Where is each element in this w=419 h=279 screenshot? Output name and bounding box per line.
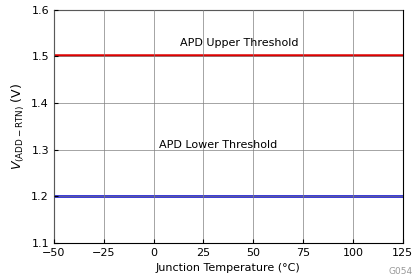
Text: APD Lower Threshold: APD Lower Threshold [159,140,277,150]
Y-axis label: $V_{\mathregular{(ADD-RTN)}}\ \mathregular{(V)}$: $V_{\mathregular{(ADD-RTN)}}\ \mathregul… [10,83,27,170]
Text: APD Upper Threshold: APD Upper Threshold [180,39,298,49]
Text: G054: G054 [388,267,413,276]
X-axis label: Junction Temperature (°C): Junction Temperature (°C) [156,263,301,273]
